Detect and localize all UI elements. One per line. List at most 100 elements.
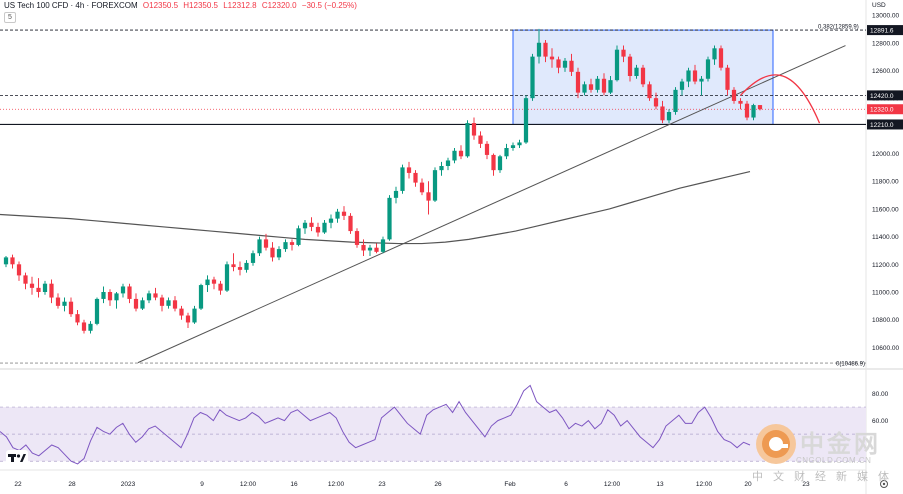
candle-body — [679, 81, 685, 90]
change-value: −30.5 (−0.25%) — [301, 1, 357, 10]
candle-body — [640, 67, 646, 85]
candle-body — [666, 112, 672, 121]
trend-line — [137, 45, 846, 364]
level-price-label: 12420.0 — [870, 93, 894, 100]
candle-body — [10, 257, 15, 265]
candle-body — [393, 190, 399, 198]
candle-body — [705, 59, 711, 79]
candle-body — [718, 48, 724, 68]
candle-body — [120, 286, 126, 294]
y-tick-label: 12000.00 — [872, 151, 899, 158]
candle-body — [634, 67, 639, 76]
y-tick-label: 13000.00 — [872, 13, 899, 20]
candle-body — [374, 247, 379, 252]
candle-body — [263, 239, 269, 248]
candle-body — [244, 262, 249, 270]
candle-body — [536, 42, 542, 57]
gear-ring — [880, 480, 888, 488]
candle-body — [107, 292, 113, 301]
candle-body — [465, 123, 470, 157]
y-tick-label: 12600.00 — [872, 68, 899, 75]
candle-body — [478, 135, 483, 144]
candle-body — [692, 70, 698, 82]
level-price-tag — [867, 119, 903, 130]
candle-body — [504, 148, 509, 157]
candle-body — [731, 89, 737, 101]
projection-arc — [740, 74, 821, 124]
candle-body — [328, 218, 334, 223]
candle-body — [484, 143, 490, 155]
candle-body — [608, 80, 613, 93]
y-tick-label: 11800.00 — [872, 179, 899, 186]
candle-body — [211, 279, 217, 284]
close-value: C12320.0 — [261, 1, 297, 10]
candle-body — [361, 244, 366, 251]
candle-body — [406, 167, 412, 173]
currency-label: USD — [872, 2, 886, 9]
candle-body — [62, 301, 67, 306]
candle-body — [601, 78, 607, 93]
candle-body — [354, 231, 360, 245]
candle-body — [302, 222, 308, 229]
candle-body — [276, 249, 282, 258]
y-tick-label: 11000.00 — [872, 290, 899, 297]
candle-body — [549, 56, 555, 60]
candle-body — [185, 315, 191, 323]
candle-body — [257, 239, 262, 254]
level-price-tag — [867, 104, 903, 115]
candle-body — [250, 253, 256, 263]
candle-body — [133, 298, 139, 309]
candle-body — [380, 239, 386, 252]
symbol-label[interactable]: US Tech 100 CFD · 4h · FOREXCOM — [4, 1, 138, 10]
candle-body — [471, 123, 477, 136]
candle-body — [595, 78, 600, 90]
candle-body — [42, 283, 48, 292]
x-tick-label: 22 — [14, 481, 22, 488]
candle-body — [712, 48, 717, 60]
candle-body — [224, 264, 230, 291]
settings-gear-icon[interactable] — [880, 480, 888, 488]
rsi-line — [0, 384, 751, 465]
candle-body — [29, 283, 35, 288]
candle-body — [16, 264, 22, 276]
candle-body — [140, 300, 145, 309]
candle-body — [198, 285, 204, 309]
candle-body — [725, 67, 730, 90]
x-tick-label: 12:00 — [604, 481, 621, 488]
tradingview-icon — [8, 454, 26, 462]
x-tick-label: 9 — [200, 481, 204, 488]
x-tick-label: 16 — [290, 481, 298, 488]
low-value: L12312.8 — [223, 1, 257, 10]
indicator-count-badge[interactable]: 5 — [4, 12, 16, 23]
y-tick-label: 11200.00 — [872, 262, 899, 269]
y-tick-label: 10600.00 — [872, 345, 899, 352]
candle-body — [575, 71, 581, 93]
chart-header: US Tech 100 CFD · 4h · FOREXCOM O12350.5… — [4, 1, 360, 10]
candle-body — [497, 156, 503, 171]
candle-body — [237, 267, 243, 270]
candle-body — [309, 222, 314, 227]
candle-body — [562, 60, 568, 68]
tradingview-logo[interactable] — [6, 450, 28, 466]
candle-body — [335, 211, 340, 219]
candle-body — [387, 197, 392, 240]
candle-body — [510, 145, 516, 148]
level-price-label: 12891.6 — [870, 28, 894, 35]
candle-body — [348, 215, 353, 232]
candle-body — [556, 59, 561, 68]
candle-body — [270, 247, 275, 258]
candle-body — [432, 170, 438, 201]
candle-body — [68, 301, 74, 315]
candle-body — [614, 49, 620, 81]
x-tick-label: 2023 — [121, 481, 136, 488]
candle-body — [218, 283, 223, 291]
level-price-tag — [867, 25, 903, 36]
x-tick-label: 6 — [564, 481, 568, 488]
moving-average-line — [0, 170, 751, 245]
watermark: 中金网 CNGOLD.COM.CN 中文财经新媒体 — [752, 424, 902, 490]
candle-body — [94, 298, 100, 324]
candle-body — [452, 150, 457, 161]
candle-body — [159, 297, 165, 306]
x-tick-label: 26 — [434, 481, 442, 488]
